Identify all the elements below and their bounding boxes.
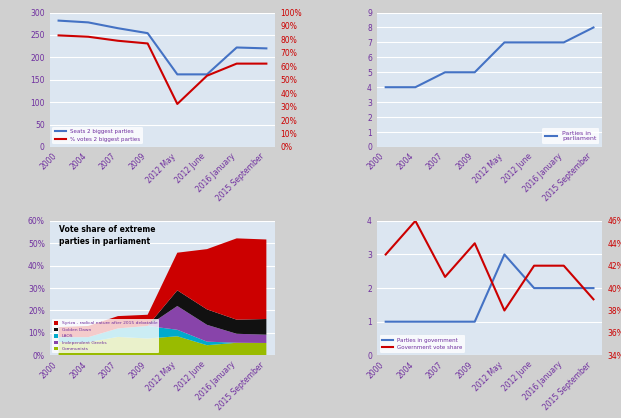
Legend: Parties in
parliament: Parties in parliament [542, 128, 599, 144]
Legend: Parties in government, Government vote share: Parties in government, Government vote s… [379, 335, 465, 352]
Legend: Seats 2 biggest parties, % votes 2 biggest parties: Seats 2 biggest parties, % votes 2 bigge… [52, 127, 143, 144]
Legend: Syriza - radical nature after 2015 debatable, Golden Dawn, LAOS, Independent Gre: Syriza - radical nature after 2015 debat… [52, 319, 159, 353]
Text: Vote share of extreme
parties in parliament: Vote share of extreme parties in parliam… [59, 225, 155, 246]
